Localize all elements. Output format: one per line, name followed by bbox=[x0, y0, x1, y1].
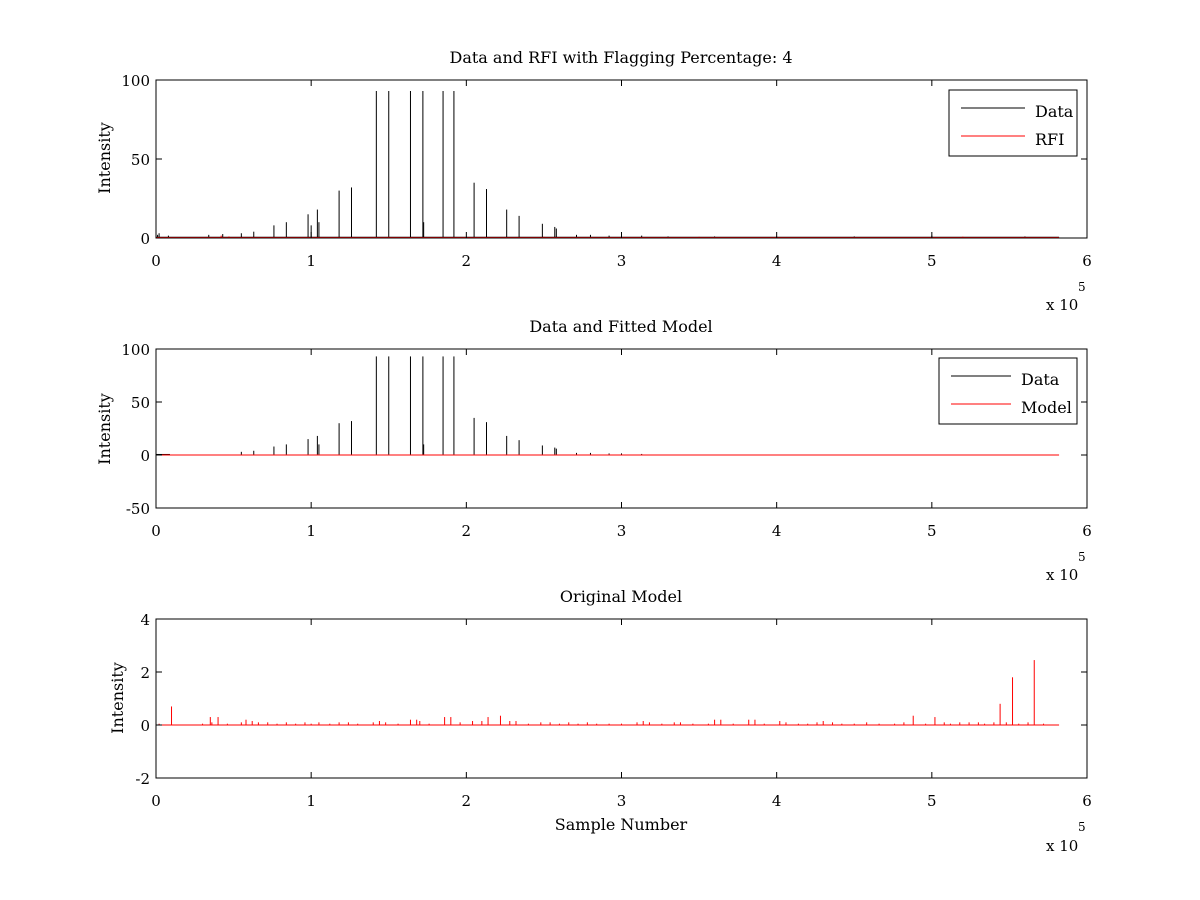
plot-area bbox=[156, 356, 1060, 456]
legend-label-model: Model bbox=[1021, 398, 1072, 417]
y-tick-label: 0 bbox=[140, 717, 150, 735]
y-tick-label: 100 bbox=[121, 341, 150, 359]
x-exponent-base: x 10 bbox=[1046, 837, 1078, 855]
x-tick-label: 0 bbox=[151, 792, 161, 810]
x-tick-label: 3 bbox=[617, 522, 627, 540]
y-tick-label: 0 bbox=[140, 447, 150, 465]
x-tick-label: 2 bbox=[462, 252, 472, 270]
x-tick-label: 4 bbox=[772, 252, 782, 270]
x-exponent-power: 5 bbox=[1078, 820, 1086, 834]
panel-title: Original Model bbox=[560, 587, 682, 606]
x-tick-label: 5 bbox=[927, 252, 937, 270]
y-axis-label: Intensity bbox=[95, 122, 114, 194]
panel-original-model: Original Model Intensity Sample Number x… bbox=[108, 587, 1092, 855]
x-exponent-base: x 10 bbox=[1046, 566, 1078, 584]
x-tick-label: 5 bbox=[927, 792, 937, 810]
y-axis-label: Intensity bbox=[108, 662, 127, 734]
legend-box bbox=[948, 89, 1078, 157]
x-tick-label: 4 bbox=[772, 792, 782, 810]
legend: Data RFI bbox=[948, 89, 1078, 157]
panel-data-and-fitted-model: Data and Fitted Model Intensity x 10 5 0… bbox=[95, 317, 1092, 584]
axis-ticks: 0 1 2 3 4 5 6 0 50 100 bbox=[121, 72, 1091, 270]
y-tick-label: 100 bbox=[121, 72, 150, 90]
x-exponent-power: 5 bbox=[1078, 280, 1086, 294]
x-tick-label: 6 bbox=[1082, 522, 1092, 540]
y-tick-label: 50 bbox=[131, 394, 150, 412]
x-tick-label: 5 bbox=[927, 522, 937, 540]
panel-title: Data and Fitted Model bbox=[529, 317, 712, 336]
panel-title: Data and RFI with Flagging Percentage: 4 bbox=[449, 48, 792, 67]
y-tick-label: -50 bbox=[126, 500, 150, 518]
y-tick-label: 4 bbox=[140, 611, 150, 629]
y-tick-label: -2 bbox=[135, 770, 150, 788]
x-tick-label: 3 bbox=[617, 252, 627, 270]
y-tick-label: 0 bbox=[140, 230, 150, 248]
plot-area bbox=[156, 660, 1060, 726]
x-tick-label: 1 bbox=[306, 792, 316, 810]
x-tick-label: 1 bbox=[306, 522, 316, 540]
series-data bbox=[156, 356, 643, 455]
y-axis-label: Intensity bbox=[95, 393, 114, 465]
y-tick-label: 2 bbox=[140, 664, 150, 682]
x-axis-label: Sample Number bbox=[555, 815, 688, 834]
x-tick-label: 1 bbox=[306, 252, 316, 270]
x-tick-label: 0 bbox=[151, 252, 161, 270]
x-tick-label: 2 bbox=[462, 522, 472, 540]
x-tick-label: 3 bbox=[617, 792, 627, 810]
x-tick-label: 4 bbox=[772, 522, 782, 540]
panel-data-and-rfi: Data and RFI with Flagging Percentage: 4… bbox=[95, 48, 1092, 314]
x-exponent-base: x 10 bbox=[1046, 296, 1078, 314]
legend-label-rfi: RFI bbox=[1035, 130, 1064, 149]
x-tick-label: 6 bbox=[1082, 252, 1092, 270]
x-tick-label: 2 bbox=[462, 792, 472, 810]
legend-label-data: Data bbox=[1035, 102, 1074, 121]
legend-box bbox=[938, 357, 1078, 425]
y-tick-label: 50 bbox=[131, 151, 150, 169]
legend: Data Model bbox=[938, 357, 1078, 425]
series-model bbox=[156, 660, 1060, 726]
x-tick-label: 6 bbox=[1082, 792, 1092, 810]
x-tick-label: 0 bbox=[151, 522, 161, 540]
legend-label-data: Data bbox=[1021, 370, 1060, 389]
x-exponent-power: 5 bbox=[1078, 550, 1086, 564]
